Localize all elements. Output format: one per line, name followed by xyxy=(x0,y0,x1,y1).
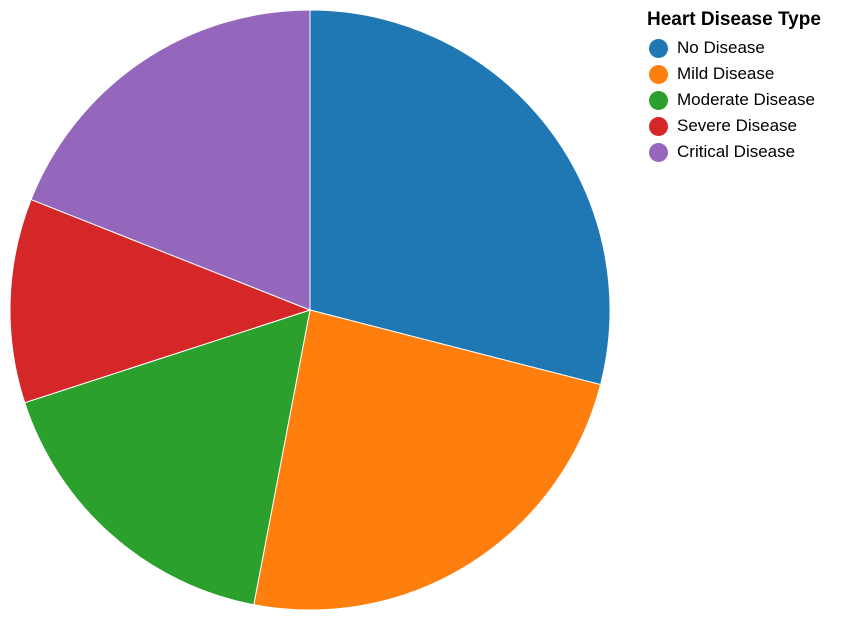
legend-item-moderate-disease: Moderate Disease xyxy=(646,87,821,113)
legend-label: Severe Disease xyxy=(677,116,798,135)
legend-title: Heart Disease Type xyxy=(647,9,821,30)
pie-slice-critical-disease xyxy=(30,9,311,311)
legend: Heart Disease Type No Disease Mild Disea… xyxy=(646,9,821,165)
legend-label: No Disease xyxy=(677,38,765,57)
legend-label: Moderate Disease xyxy=(677,90,815,109)
legend-item-no-disease: No Disease xyxy=(646,35,821,61)
legend-swatch xyxy=(649,90,668,110)
legend-item-critical-disease: Critical Disease xyxy=(646,139,821,165)
legend-swatch xyxy=(649,38,668,58)
pie-slice-moderate-disease xyxy=(24,309,311,606)
legend-item-mild-disease: Mild Disease xyxy=(646,61,821,87)
legend-swatch xyxy=(649,64,668,84)
pie-slice-severe-disease xyxy=(9,198,312,404)
legend-label: Critical Disease xyxy=(677,142,796,161)
pie-slice-no-disease xyxy=(309,9,611,386)
legend-swatch xyxy=(649,116,668,136)
legend-swatch xyxy=(649,142,668,162)
legend-label: Mild Disease xyxy=(677,64,775,83)
legend-item-severe-disease: Severe Disease xyxy=(646,113,821,139)
pie-slice-mild-disease xyxy=(253,309,602,611)
